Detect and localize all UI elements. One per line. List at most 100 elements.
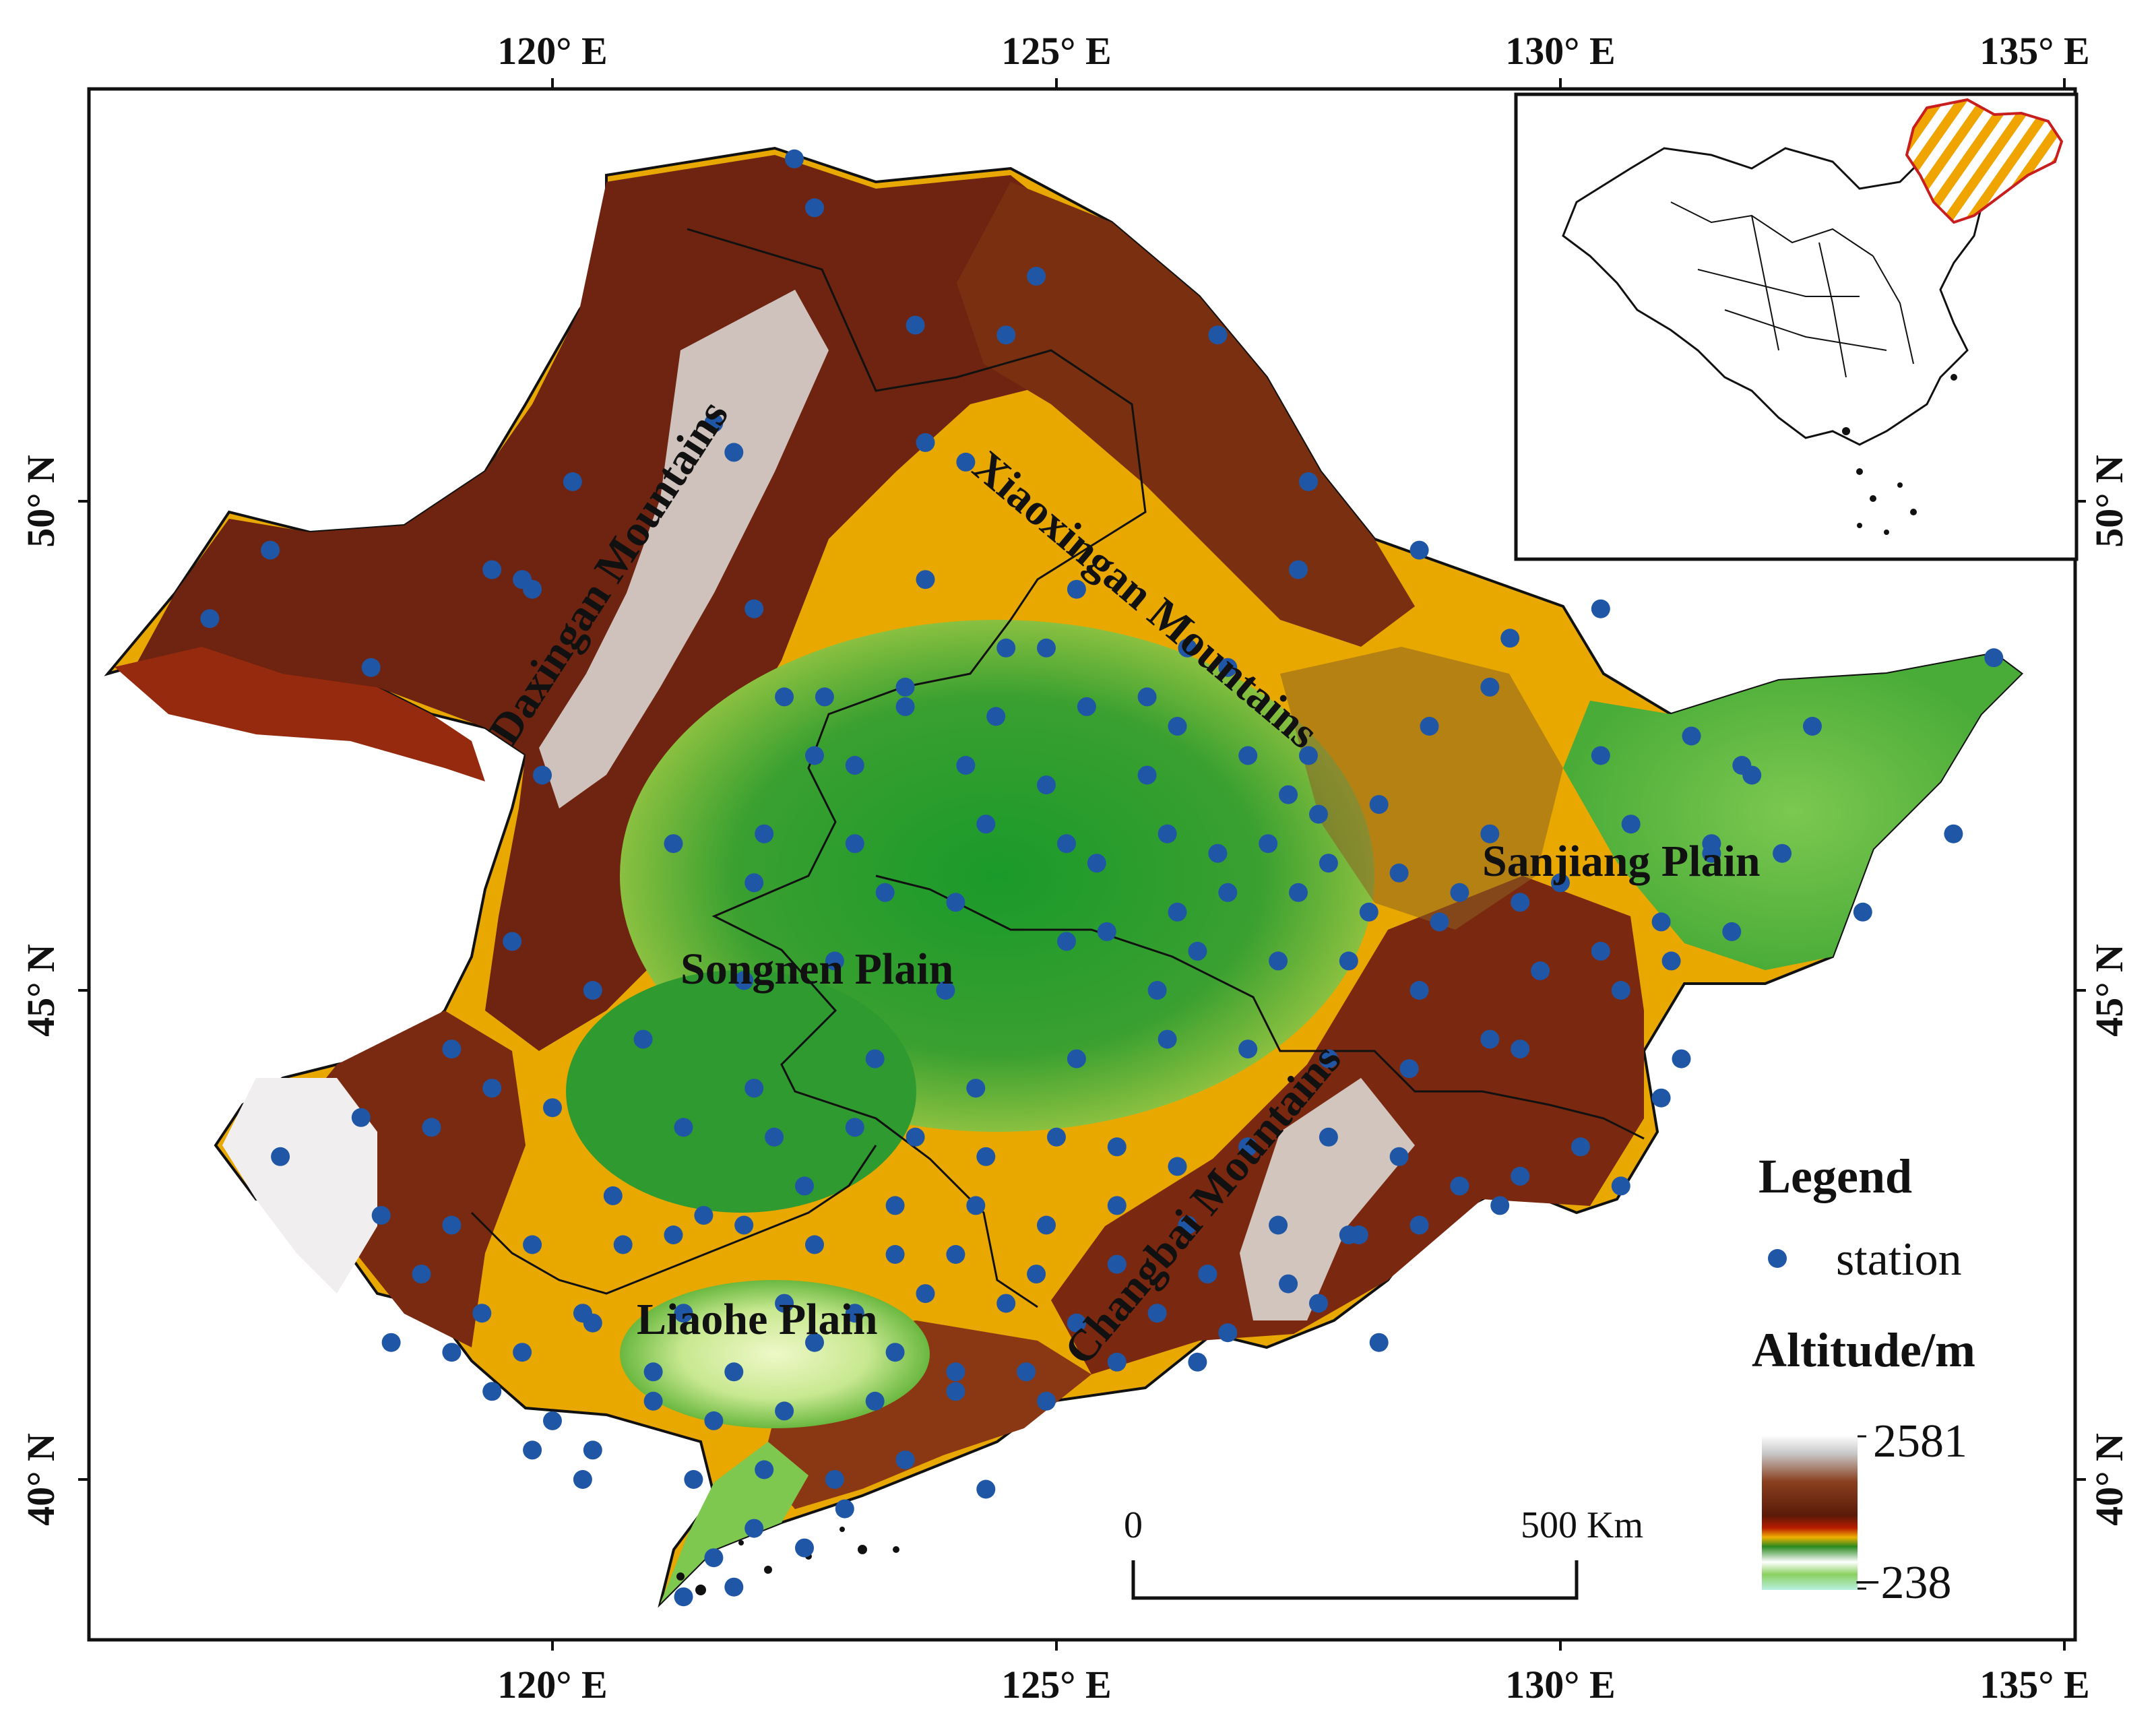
station-marker <box>1087 854 1106 873</box>
station-marker <box>976 1479 996 1499</box>
coastal-green <box>660 1442 808 1603</box>
station-marker <box>533 765 552 785</box>
station-marker <box>744 1079 764 1098</box>
station-marker <box>865 1391 885 1411</box>
station-marker <box>704 413 724 433</box>
station-marker <box>795 1176 814 1196</box>
station-marker <box>613 1235 633 1254</box>
station-marker <box>1621 815 1641 834</box>
scale-end-label: 500 Km <box>1521 1504 1643 1546</box>
station-marker <box>1037 1215 1056 1235</box>
station-marker <box>775 687 794 707</box>
station-marker <box>261 540 280 560</box>
station-marker <box>503 932 522 951</box>
station-marker <box>895 1450 915 1469</box>
station-marker <box>442 1343 462 1362</box>
station-marker <box>1168 717 1187 736</box>
station-marker <box>835 1499 854 1519</box>
station-marker <box>351 1108 371 1127</box>
altitude-color-ramp <box>1762 1435 1858 1590</box>
station-marker <box>1269 1215 1288 1235</box>
station-marker <box>1309 1294 1328 1313</box>
station-marker <box>1409 981 1429 1000</box>
station-marker <box>1047 1127 1066 1147</box>
station-marker <box>845 834 864 854</box>
station-marker <box>442 1215 462 1235</box>
station-marker <box>996 325 1016 345</box>
station-marker <box>865 1049 885 1069</box>
lon-tick-label: 125° E <box>1001 1663 1111 1707</box>
station-marker <box>1319 854 1338 873</box>
station-marker <box>684 1470 703 1489</box>
station-marker <box>825 1470 844 1489</box>
station-marker <box>1037 638 1056 658</box>
station-marker <box>845 756 864 775</box>
legend: Legend station Altitude/m 2581 −238 <box>1752 1149 1975 1609</box>
station-marker <box>1309 804 1328 824</box>
station-marker <box>815 687 834 707</box>
station-marker <box>895 677 915 697</box>
station-marker <box>1178 638 1197 658</box>
station-marker <box>1037 1391 1056 1411</box>
station-marker <box>795 1538 814 1558</box>
station-marker <box>956 756 976 775</box>
lat-tick-label: 50° N <box>19 455 63 548</box>
station-marker <box>1480 1029 1500 1049</box>
lon-tick-label: 125° E <box>1001 29 1111 73</box>
central-hills <box>1280 647 1563 930</box>
station-marker <box>1531 961 1550 980</box>
changbai-snow <box>1240 1078 1415 1320</box>
station-marker <box>1279 1274 1298 1294</box>
northeast-highlight <box>1905 98 2064 224</box>
station-marker <box>523 1235 542 1254</box>
station-marker <box>1067 1049 1086 1069</box>
station-marker <box>885 1196 905 1215</box>
station-marker <box>1591 746 1610 765</box>
station-marker <box>744 1519 764 1538</box>
station-marker <box>1591 941 1610 961</box>
station-marker <box>1430 912 1449 932</box>
station-marker <box>956 452 976 472</box>
station-marker <box>895 697 915 716</box>
station-marker <box>996 638 1016 658</box>
lon-labels-bottom: 120° E 125° E 130° E 135° E <box>497 1663 2089 1707</box>
station-marker <box>583 1440 602 1460</box>
station-marker <box>1188 1352 1207 1372</box>
station-marker <box>513 1343 532 1362</box>
station-marker <box>412 1265 431 1284</box>
station-marker <box>1511 1040 1530 1059</box>
station-marker <box>1017 1362 1036 1382</box>
station-marker <box>1339 951 1358 971</box>
station-marker <box>966 1079 986 1098</box>
station-marker <box>1289 560 1308 579</box>
station-marker <box>734 1215 754 1235</box>
scale-bar-line <box>1131 1560 1579 1600</box>
station-marker <box>1661 951 1681 971</box>
station-marker <box>946 893 965 912</box>
station-marker <box>1420 717 1439 736</box>
station-marker <box>724 443 744 462</box>
station-marker <box>916 1284 935 1304</box>
lon-labels-top: 120° E 125° E 130° E 135° E <box>497 29 2089 73</box>
station-marker <box>1853 902 1872 922</box>
station-marker <box>946 1245 965 1264</box>
station-marker <box>1511 893 1530 912</box>
scale-bar: 0 500 Km <box>1124 1504 1643 1600</box>
station-marker <box>1611 1176 1630 1196</box>
lon-tick-label: 135° E <box>1979 1663 2089 1707</box>
islands <box>676 1527 899 1595</box>
lat-tick-label: 40° N <box>19 1433 63 1526</box>
station-marker <box>1107 1254 1127 1274</box>
plateau-west <box>115 647 485 782</box>
lat-tick-label: 50° N <box>2087 455 2131 548</box>
tick-marks <box>78 78 2086 1651</box>
station-marker <box>1218 658 1238 677</box>
station-marker <box>1480 824 1500 843</box>
station-marker <box>1672 1049 1691 1069</box>
station-marker <box>996 1294 1016 1313</box>
station-marker <box>1984 648 2004 668</box>
station-marker <box>1611 981 1630 1000</box>
altitude-max-label: 2581 <box>1873 1415 1967 1467</box>
station-marker <box>1289 883 1308 902</box>
lon-tick-label: 135° E <box>1979 29 2089 73</box>
